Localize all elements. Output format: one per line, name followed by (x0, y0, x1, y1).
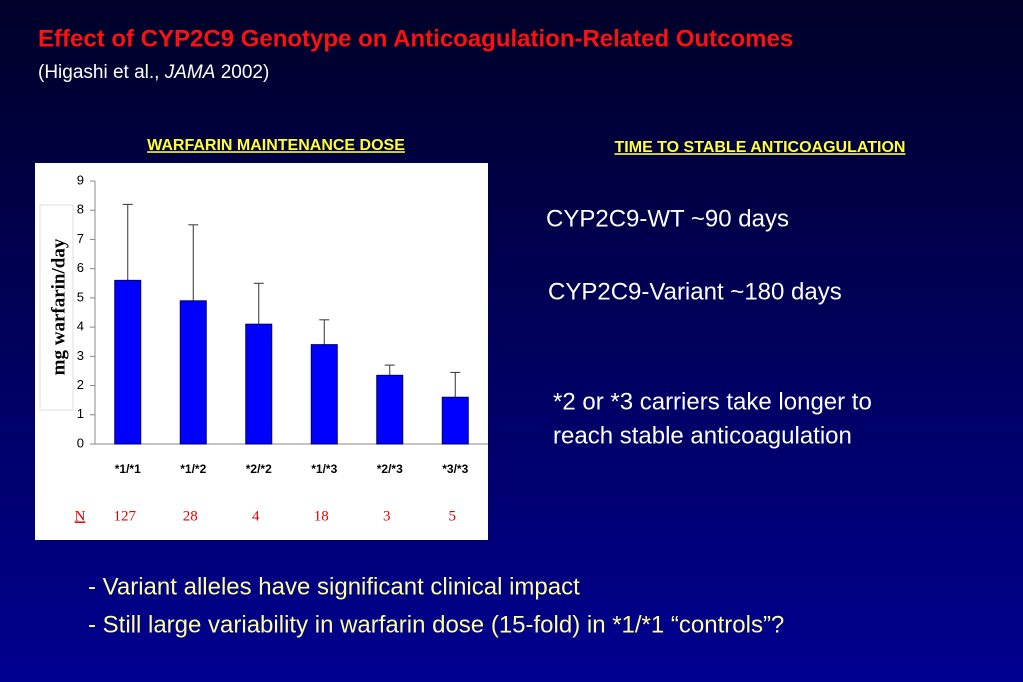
stable-item: CYP2C9-WT ~90 days (546, 205, 789, 232)
stable-item: CYP2C9-Variant ~180 days (548, 278, 842, 305)
citation: (Higashi et al., JAMA 2002) (38, 62, 269, 83)
citation-text: 2002) (215, 62, 269, 83)
bar (376, 374, 404, 445)
bar (245, 323, 273, 445)
x-tick-label: *1/*2 (180, 462, 206, 476)
y-axis-label: mg warfarin/day (48, 238, 69, 375)
bullet: - Variant alleles have significant clini… (88, 573, 580, 600)
n-value: 3 (383, 508, 391, 524)
n-value: 4 (252, 508, 260, 524)
x-tick-label: *2/*2 (246, 462, 272, 476)
x-tick-label: *3/*3 (442, 462, 468, 476)
n-value: 18 (314, 508, 329, 524)
x-tick-label: *2/*3 (377, 462, 403, 476)
y-tick-label: 4 (77, 319, 84, 334)
bar (179, 300, 207, 445)
bullet: - Still large variability in warfarin do… (88, 611, 784, 638)
n-value: 5 (449, 508, 457, 524)
y-tick-label: 1 (77, 406, 84, 421)
y-tick-label: 0 (77, 435, 84, 450)
chart-title: WARFARIN MAINTENANCE DOSE (147, 137, 405, 154)
y-tick-label: 8 (77, 202, 84, 217)
x-tick-label: *1/*3 (311, 462, 337, 476)
y-tick-label: 2 (77, 377, 84, 392)
n-label: N (75, 508, 86, 524)
slide-title: Effect of CYP2C9 Genotype on Anticoagula… (38, 25, 793, 52)
y-tick-label: 7 (77, 231, 84, 246)
citation-text: (Higashi et al., (38, 62, 165, 83)
y-tick-label: 3 (77, 348, 84, 363)
bar (310, 344, 338, 445)
bar (114, 279, 142, 445)
note-line: reach stable anticoagulation (553, 422, 852, 449)
y-tick-label: 5 (77, 289, 84, 304)
n-value: 127 (114, 508, 137, 524)
plot: 0 1 2 3 4 5 6 7 8 9 *1/*1 127 *1/*2 28 *2/*2 4 *1/*3 18 *2… (75, 172, 488, 524)
y-tick-label: 6 (77, 260, 84, 275)
n-value: 28 (183, 508, 198, 524)
y-tick-label: 9 (77, 172, 84, 187)
section-title: TIME TO STABLE ANTICOAGULATION (615, 139, 906, 156)
bar (441, 396, 469, 445)
x-tick-label: *1/*1 (115, 462, 141, 476)
citation-journal: JAMA (164, 62, 216, 83)
ylabel-box (39, 204, 74, 411)
note-line: *2 or *3 carriers take longer to (553, 388, 872, 415)
